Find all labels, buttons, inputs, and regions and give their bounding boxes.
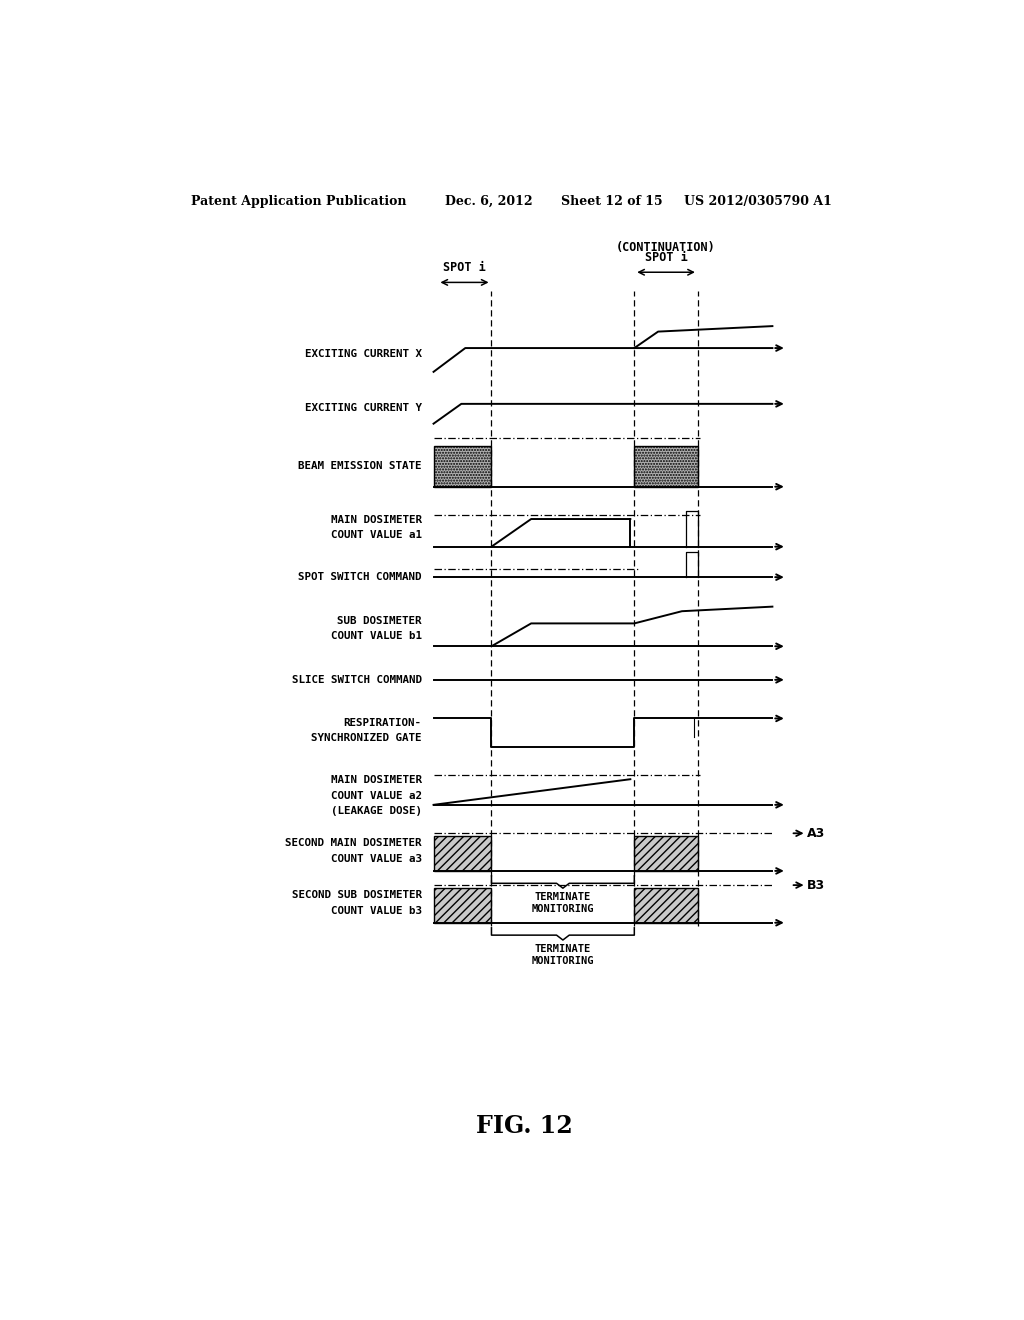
Text: SYNCHRONIZED GATE: SYNCHRONIZED GATE (311, 733, 422, 743)
Text: MAIN DOSIMETER: MAIN DOSIMETER (331, 515, 422, 525)
Text: MAIN DOSIMETER: MAIN DOSIMETER (331, 775, 422, 785)
Text: COUNT VALUE b1: COUNT VALUE b1 (331, 631, 422, 642)
Text: EXCITING CURRENT X: EXCITING CURRENT X (304, 348, 422, 359)
Text: (CONTINUATION): (CONTINUATION) (616, 242, 716, 253)
Bar (634, 446, 697, 487)
Text: A3: A3 (807, 826, 824, 840)
Text: COUNT VALUE a2: COUNT VALUE a2 (331, 791, 422, 801)
Text: MONITORING: MONITORING (531, 956, 594, 966)
Text: (LEAKAGE DOSE): (LEAKAGE DOSE) (331, 807, 422, 816)
Text: TERMINATE: TERMINATE (535, 892, 591, 903)
Text: RESPIRATION-: RESPIRATION- (344, 718, 422, 727)
Text: BEAM EMISSION STATE: BEAM EMISSION STATE (298, 462, 422, 471)
Bar (634, 888, 697, 923)
Text: Sheet 12 of 15: Sheet 12 of 15 (560, 194, 663, 207)
Text: B3: B3 (807, 879, 824, 891)
Bar (433, 446, 492, 487)
Text: SECOND MAIN DOSIMETER: SECOND MAIN DOSIMETER (285, 838, 422, 849)
Text: SPOT SWITCH COMMAND: SPOT SWITCH COMMAND (298, 572, 422, 582)
Text: COUNT VALUE b3: COUNT VALUE b3 (331, 906, 422, 916)
Text: SUB DOSIMETER: SUB DOSIMETER (337, 616, 422, 626)
Text: TERMINATE: TERMINATE (535, 944, 591, 954)
Text: SPOT i: SPOT i (443, 261, 485, 275)
Text: COUNT VALUE a3: COUNT VALUE a3 (331, 854, 422, 863)
Bar (433, 888, 492, 923)
Text: COUNT VALUE a1: COUNT VALUE a1 (331, 531, 422, 540)
Text: FIG. 12: FIG. 12 (476, 1114, 573, 1138)
Text: MONITORING: MONITORING (531, 904, 594, 915)
Bar (433, 837, 492, 871)
Bar (634, 837, 697, 871)
Text: SLICE SWITCH COMMAND: SLICE SWITCH COMMAND (292, 675, 422, 685)
Text: Dec. 6, 2012: Dec. 6, 2012 (445, 194, 534, 207)
Text: SECOND SUB DOSIMETER: SECOND SUB DOSIMETER (292, 890, 422, 900)
Text: Patent Application Publication: Patent Application Publication (191, 194, 407, 207)
Text: EXCITING CURRENT Y: EXCITING CURRENT Y (304, 404, 422, 413)
Text: US 2012/0305790 A1: US 2012/0305790 A1 (684, 194, 831, 207)
Text: SPOT i: SPOT i (645, 251, 687, 264)
